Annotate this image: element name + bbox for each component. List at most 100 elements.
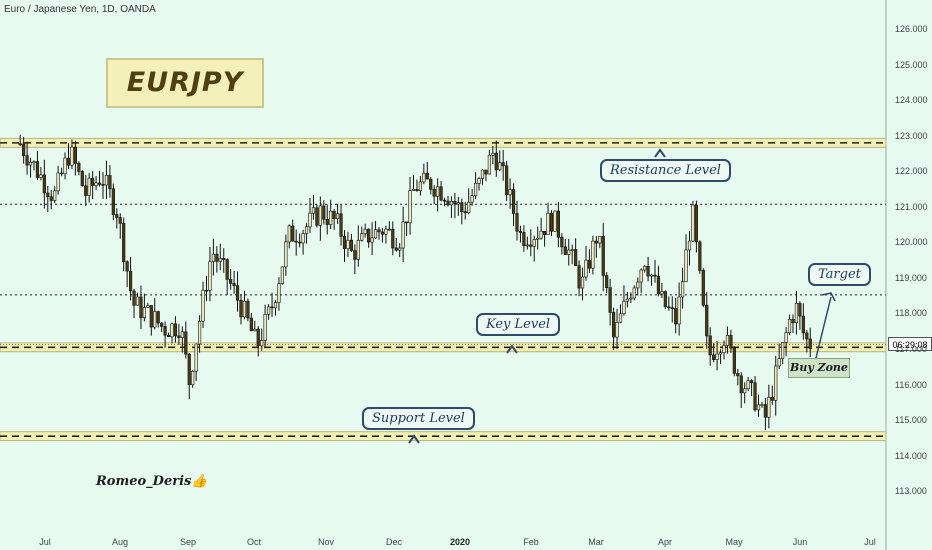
candle-body-67 <box>249 317 253 332</box>
candle-body-35 <box>139 296 143 319</box>
candle-body-120 <box>432 188 436 197</box>
candle-body-91 <box>332 210 336 219</box>
candle-body-141 <box>505 165 509 196</box>
candle-body-175 <box>622 300 626 315</box>
candle-body-148 <box>529 244 533 247</box>
candle-body-85 <box>311 207 316 214</box>
candle-body-26 <box>108 175 112 190</box>
candle-body-20 <box>87 177 91 196</box>
resistance-pointer <box>654 148 666 158</box>
candle-body-159 <box>567 249 571 255</box>
candle-body-228 <box>805 332 809 340</box>
candle-body-41 <box>160 322 164 327</box>
x-tick-label: 2020 <box>449 537 471 547</box>
key-level-callout[interactable]: Key Level <box>476 313 561 336</box>
candle-body-109 <box>394 247 398 251</box>
candle-body-29 <box>118 217 122 224</box>
candle-body-76 <box>280 266 284 284</box>
candle-body-56 <box>211 253 215 262</box>
candle-body-5 <box>35 161 40 178</box>
candle-body-79 <box>291 225 295 242</box>
candle-body-166 <box>591 240 595 269</box>
candle-body-115 <box>415 189 419 191</box>
support-pointer <box>408 434 420 444</box>
candle-body-22 <box>94 182 98 187</box>
candle-body-77 <box>284 241 288 268</box>
candle-body-99 <box>360 233 364 241</box>
candle-body-21 <box>91 177 95 187</box>
candle-body-78 <box>287 225 291 243</box>
candle-body-51 <box>194 343 198 372</box>
candle-body-178 <box>632 287 636 299</box>
candle-body-201 <box>712 354 716 360</box>
candle-body-170 <box>605 275 609 288</box>
candle-body-152 <box>542 230 547 235</box>
candle-body-50 <box>191 370 195 386</box>
candle-body-105 <box>380 231 385 235</box>
candle-body-156 <box>556 210 560 238</box>
candle-body-207 <box>732 347 736 374</box>
candle-body-98 <box>356 239 360 260</box>
buy-zone-box[interactable]: Buy Zone <box>788 358 850 378</box>
resistance-level-callout[interactable]: Resistance Level <box>600 159 731 182</box>
candle-body-46 <box>177 335 181 338</box>
candle-body-69 <box>256 328 260 347</box>
candle-body-113 <box>408 190 412 224</box>
candle-body-103 <box>373 229 378 239</box>
candle-body-189 <box>670 307 674 309</box>
candle-body-8 <box>46 192 50 198</box>
candle-body-19 <box>84 185 88 196</box>
candle-body-101 <box>367 228 371 243</box>
x-tick-label: Feb <box>523 537 539 547</box>
candle-body-75 <box>277 283 281 303</box>
candle-body-182 <box>646 265 650 277</box>
candle-body-83 <box>304 226 309 234</box>
candle-body-36 <box>142 307 146 319</box>
y-tick-label: 121.000 <box>895 201 928 212</box>
target-callout[interactable]: Target <box>808 263 871 286</box>
candle-body-6 <box>39 174 43 178</box>
x-tick-label: Jul <box>39 537 51 547</box>
x-tick-label: Oct <box>246 537 262 547</box>
target-arrow-line <box>814 296 832 363</box>
candle-body-28 <box>115 214 119 218</box>
candle-body-38 <box>149 305 153 328</box>
x-tick-label: Jun <box>792 537 808 547</box>
candle-body-190 <box>674 308 678 325</box>
zone-band-1 <box>0 342 887 353</box>
candle-body-176 <box>625 298 629 302</box>
candle-body-66 <box>246 300 250 319</box>
candle-body-37 <box>146 305 150 308</box>
candle-body-81 <box>298 241 302 244</box>
key-level-pointer <box>506 344 518 354</box>
candle-body-34 <box>135 296 140 306</box>
candle-body-180 <box>639 269 643 283</box>
candle-body-45 <box>173 323 178 337</box>
support-level-callout[interactable]: Support Level <box>362 407 475 430</box>
candle-body-195 <box>691 204 695 242</box>
y-tick-label: 125.000 <box>895 59 928 70</box>
candle-body-224 <box>791 318 795 323</box>
candle-body-185 <box>656 275 661 295</box>
candle-body-155 <box>553 210 557 232</box>
candle-body-107 <box>387 228 391 231</box>
candle-body-151 <box>539 230 543 239</box>
y-tick-label: 117.000 <box>895 343 927 354</box>
candle-body-68 <box>253 328 257 332</box>
candle-body-31 <box>125 261 129 272</box>
zone-band-2 <box>0 431 887 442</box>
candle-body-174 <box>618 313 623 323</box>
candle-body-73 <box>270 306 274 309</box>
candle-body-216 <box>763 404 767 418</box>
candle-body-12 <box>59 172 64 175</box>
candle-body-65 <box>242 300 247 318</box>
candle-body-193 <box>684 249 688 283</box>
x-tick-label: Apr <box>657 537 673 547</box>
candle-body-17 <box>77 163 81 172</box>
y-tick-label: 115.000 <box>895 415 927 426</box>
candle-body-143 <box>511 189 516 214</box>
candle-body-93 <box>339 213 343 237</box>
candle-body-87 <box>318 205 322 226</box>
candle-body-61 <box>229 279 233 284</box>
